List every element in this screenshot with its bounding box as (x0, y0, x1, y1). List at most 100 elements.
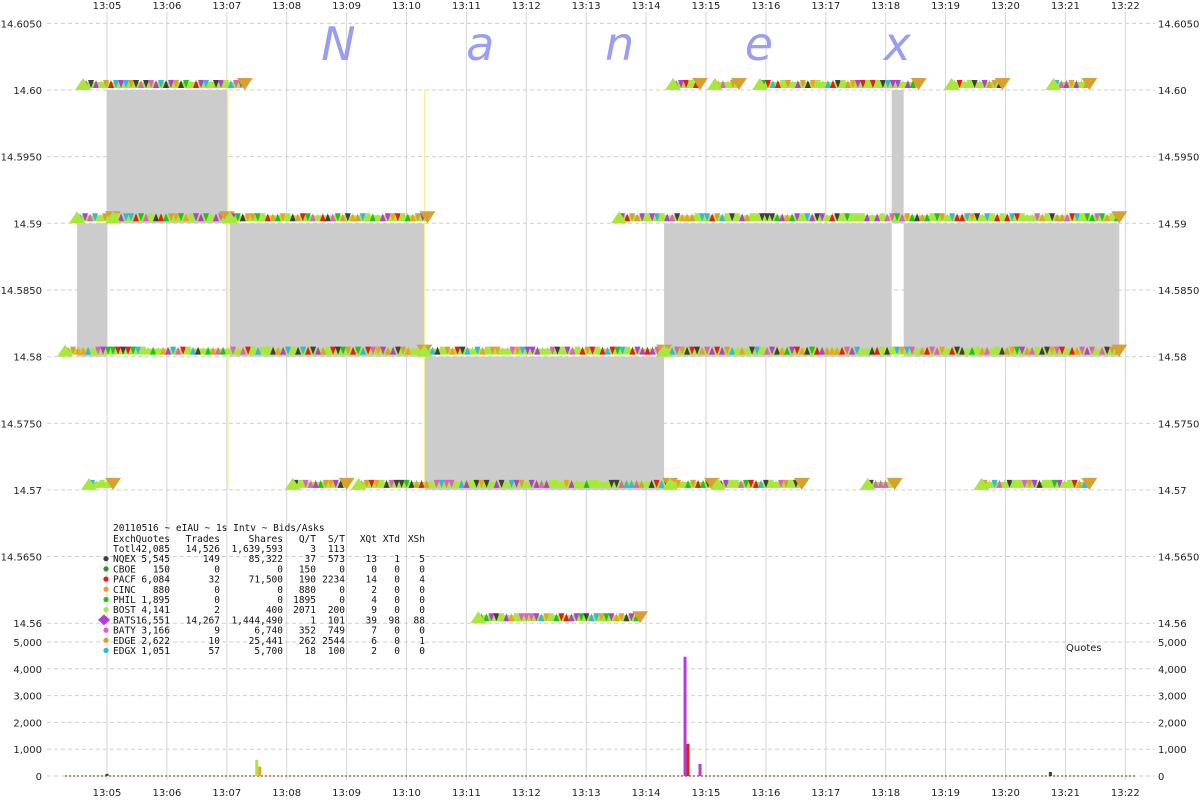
legend-cell: 5,545 (141, 554, 170, 565)
legend-marker (103, 586, 109, 592)
volume-tick-label: 3,000 (1158, 692, 1187, 703)
legend-cell: 352 (299, 626, 316, 637)
quote-marker (789, 80, 796, 88)
quote-marker (137, 213, 144, 222)
quote-marker (869, 80, 876, 88)
legend-cell: 18 (305, 646, 317, 657)
y-tick-label: 14.57 (13, 486, 42, 497)
legend-cell: 0 (339, 595, 345, 606)
quote-marker (558, 613, 565, 622)
quote-marker (533, 613, 540, 622)
quote-marker (1024, 213, 1031, 222)
quote-marker (724, 213, 731, 222)
legend-cell: 0 (277, 595, 283, 606)
quote-marker (87, 213, 94, 222)
quote-marker (724, 80, 731, 88)
quote-marker (449, 346, 456, 355)
quote-marker (102, 213, 109, 222)
legend-cell: 573 (328, 554, 345, 565)
quote-marker (470, 611, 487, 624)
quote-marker (533, 479, 540, 488)
quote-marker (914, 213, 921, 222)
legend-cell: 5 (419, 554, 425, 565)
legend-cell: 0 (394, 564, 400, 575)
quote-marker (163, 80, 170, 88)
legend-cell: 101 (328, 615, 345, 626)
quote-marker (690, 479, 697, 488)
quote-marker (285, 346, 292, 355)
legend-cell: 3 (310, 544, 316, 555)
quote-marker (69, 211, 86, 224)
legend-cell: BOST (113, 605, 136, 616)
quote-marker (1084, 346, 1091, 355)
quote-marker (614, 346, 621, 355)
quote-marker (613, 479, 620, 488)
quote-marker (819, 346, 826, 355)
quote-marker (834, 346, 841, 355)
quote-marker (659, 213, 666, 222)
x-tick-label: 13:21 (1051, 788, 1080, 799)
quote-marker (410, 346, 417, 355)
legend-cell: 100 (328, 646, 345, 657)
quote-marker (996, 479, 1003, 488)
quote-marker (117, 213, 124, 222)
quote-marker (889, 80, 896, 88)
x-tick-label: 13:16 (751, 788, 780, 799)
quote-marker (994, 346, 1001, 355)
quote-marker (468, 479, 475, 488)
quote-marker (1009, 213, 1016, 222)
legend-header-cell: XSh (408, 534, 425, 545)
quote-marker (289, 213, 296, 222)
quote-marker (483, 613, 490, 622)
quote-marker (944, 346, 951, 355)
quote-marker (389, 213, 396, 222)
quote-marker (889, 346, 896, 355)
legend-cell: 4,141 (141, 605, 170, 616)
quote-marker (513, 479, 520, 488)
quote-marker (769, 80, 776, 88)
quote-marker (854, 213, 861, 222)
quote-marker (787, 479, 794, 488)
quote-marker (1059, 213, 1066, 222)
quote-marker (1039, 213, 1046, 222)
quote-marker (1063, 80, 1070, 88)
quote-marker (749, 346, 756, 355)
volume-tick-label: 1,000 (1158, 745, 1187, 756)
x-tick-label: 13:14 (632, 788, 661, 799)
x-tick-label: 13:21 (1051, 1, 1080, 12)
quote-marker (1078, 80, 1085, 88)
quote-marker (349, 213, 356, 222)
quote-marker (754, 213, 761, 222)
quote-marker (378, 479, 385, 488)
quote-marker (509, 346, 516, 355)
quote-marker (869, 346, 876, 355)
legend-cell: BATY (113, 626, 136, 637)
quote-marker (150, 346, 157, 355)
quote-marker (747, 479, 754, 488)
quote-marker (297, 479, 304, 488)
quote-marker (175, 346, 182, 355)
quote-marker (165, 346, 172, 355)
volume-bar (105, 773, 109, 776)
quote-marker (754, 346, 761, 355)
x-tick-label: 13:20 (991, 1, 1020, 12)
quote-marker (598, 613, 605, 622)
quote-marker (769, 346, 776, 355)
quote-marker (879, 80, 886, 88)
quote-marker (1104, 346, 1111, 355)
quote-marker (689, 213, 696, 222)
legend-cell: 190 (299, 575, 316, 586)
quote-marker (385, 346, 392, 355)
quote-marker (732, 479, 739, 488)
quote-marker (294, 213, 301, 222)
quote-marker (464, 346, 471, 355)
quote-marker (609, 346, 616, 355)
quote-marker (624, 346, 631, 355)
quote-marker (329, 213, 336, 222)
quote-marker (548, 613, 555, 622)
legend-cell: 14 (366, 575, 378, 586)
quote-marker (433, 479, 440, 488)
quote-markers (57, 78, 1128, 624)
quote-marker (309, 213, 316, 222)
y-axis-right: 14.6050 14.60 14.5950 14.59 14.5850 14.58 14.5… (1158, 19, 1199, 783)
